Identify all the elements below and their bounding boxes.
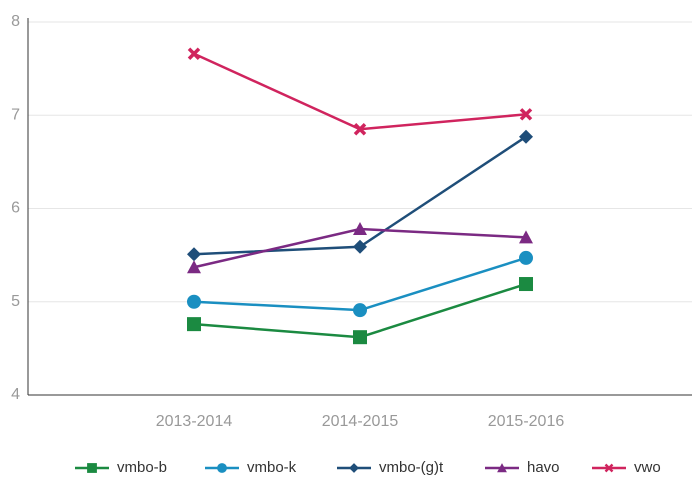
legend-label: vwo <box>634 459 661 476</box>
legend-label: vmbo-b <box>117 459 167 476</box>
data-point <box>353 222 367 236</box>
series-line <box>193 256 527 312</box>
legend-marker <box>349 463 359 473</box>
series-line <box>193 52 527 131</box>
data-point <box>519 277 533 292</box>
data-point <box>353 303 367 318</box>
legend-marker <box>497 463 507 473</box>
data-point <box>187 247 201 262</box>
y-tick-label: 8 <box>11 13 20 30</box>
x-tick-label: 2015-2016 <box>488 413 565 430</box>
legend-marker <box>604 463 614 473</box>
data-point <box>187 294 201 309</box>
data-point <box>519 129 533 144</box>
data-point <box>353 123 367 136</box>
data-point <box>519 230 533 244</box>
data-point <box>519 108 533 121</box>
y-tick-label: 5 <box>11 293 20 310</box>
x-tick-label: 2013-2014 <box>156 413 233 430</box>
legend-marker <box>87 463 97 473</box>
legend-marker <box>217 463 227 473</box>
y-tick-label: 7 <box>11 106 20 123</box>
data-point <box>187 47 201 60</box>
data-point <box>187 260 201 274</box>
series-line <box>193 135 527 256</box>
y-tick-label: 4 <box>11 386 20 403</box>
legend-label: vmbo-(g)t <box>379 459 444 476</box>
x-tick-label: 2014-2015 <box>322 413 399 430</box>
legend-label: vmbo-k <box>247 459 297 476</box>
data-point <box>187 317 201 332</box>
data-point <box>353 330 367 345</box>
legend-label: havo <box>527 459 560 476</box>
data-point <box>353 239 367 254</box>
data-point <box>519 250 533 265</box>
y-tick-label: 6 <box>11 200 20 217</box>
